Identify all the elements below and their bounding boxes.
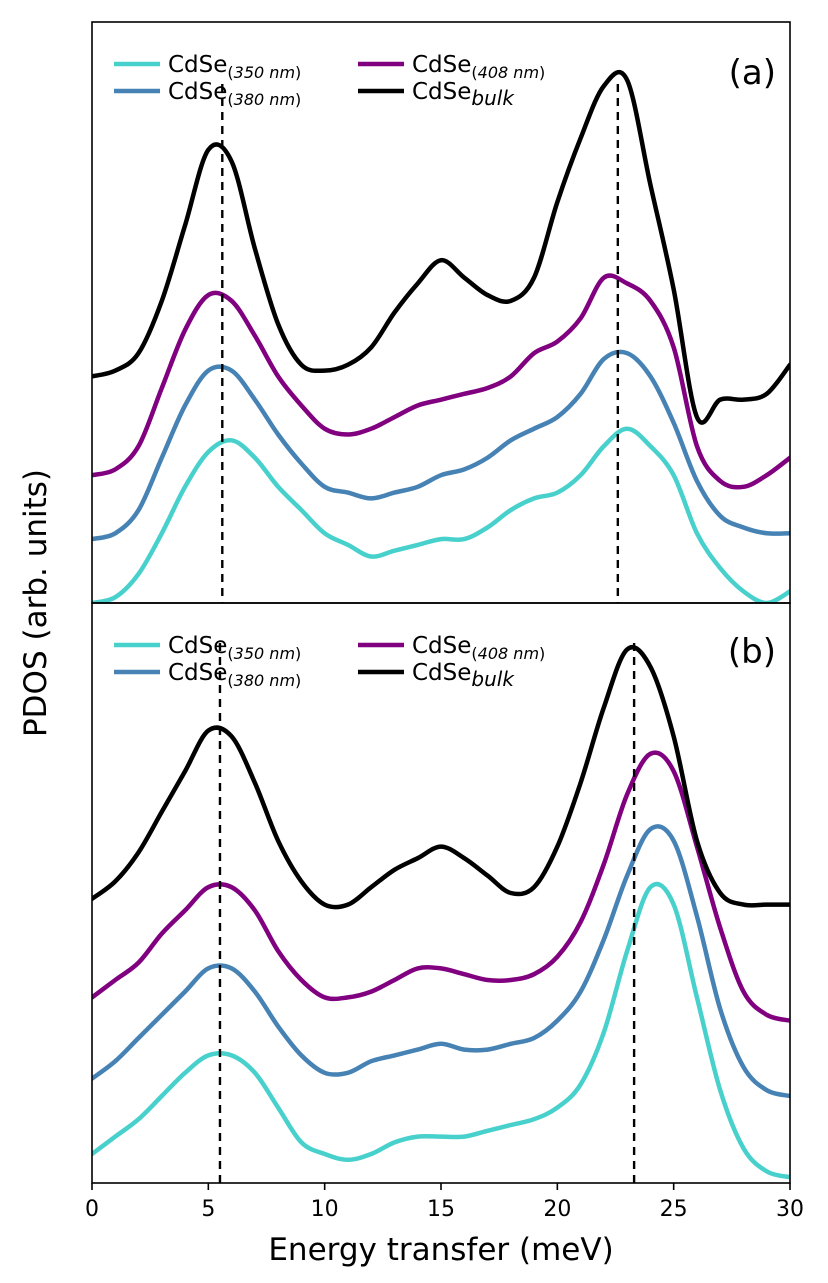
panel-b-legend: CdSe(350 nm)CdSe(380 nm) CdSe(408 nm)CdSe… — [114, 633, 545, 691]
x-tick-label: 0 — [85, 1197, 99, 1222]
x-tick-label: 30 — [776, 1197, 804, 1222]
legend-label-cdse350: CdSe(350 nm) — [168, 633, 301, 663]
panel-b-label: (b) — [728, 632, 776, 672]
panel-a-series — [92, 69, 790, 603]
legend-label-cdse408: CdSe(408 nm) — [412, 633, 545, 663]
panel-b-frame — [91, 602, 791, 1184]
series-line-cdse408 — [92, 273, 790, 490]
legend-label-bulk: CdSebulk — [412, 660, 515, 691]
x-tick-label: 20 — [543, 1197, 571, 1222]
x-tick-label: 25 — [660, 1197, 688, 1222]
x-axis: 0 5 10 15 20 25 30 — [85, 1183, 804, 1222]
series-line-cdse350 — [92, 881, 790, 1180]
series-line-bulk — [92, 69, 790, 425]
series-line-bulk — [92, 644, 790, 910]
legend-label-cdse380: CdSe(380 nm) — [168, 79, 301, 109]
panel-b-dashed-lines — [218, 643, 636, 1183]
x-tick-label: 5 — [201, 1197, 215, 1222]
series-line-cdse380 — [92, 349, 790, 542]
legend-label-bulk: CdSebulk — [412, 79, 515, 110]
legend-label-cdse408: CdSe(408 nm) — [412, 52, 545, 82]
series-line-cdse350 — [92, 426, 790, 603]
panel-a-label: (a) — [729, 53, 776, 93]
series-line-cdse408 — [92, 750, 790, 1023]
x-axis-title: Energy transfer (meV) — [268, 1232, 613, 1268]
series-line-cdse380 — [92, 824, 790, 1099]
x-tick-label: 15 — [427, 1197, 455, 1222]
panel-a: (a) CdSe(350 nm)CdSe(380 nm) CdSe(408 nm)… — [91, 21, 791, 604]
panel-a-dashed-lines — [221, 84, 620, 603]
panel-a-legend: CdSe(350 nm)CdSe(380 nm) CdSe(408 nm)CdSe… — [114, 52, 545, 110]
legend-label-cdse380: CdSe(380 nm) — [168, 660, 301, 690]
legend-label-cdse350: CdSe(350 nm) — [168, 52, 301, 82]
y-axis-title: PDOS (arb. units) — [18, 469, 54, 737]
panel-b-series — [92, 644, 790, 1180]
x-tick-label: 10 — [311, 1197, 339, 1222]
panel-b: (b) CdSe(350 nm)CdSe(380 nm) CdSe(408 nm)… — [91, 602, 791, 1184]
